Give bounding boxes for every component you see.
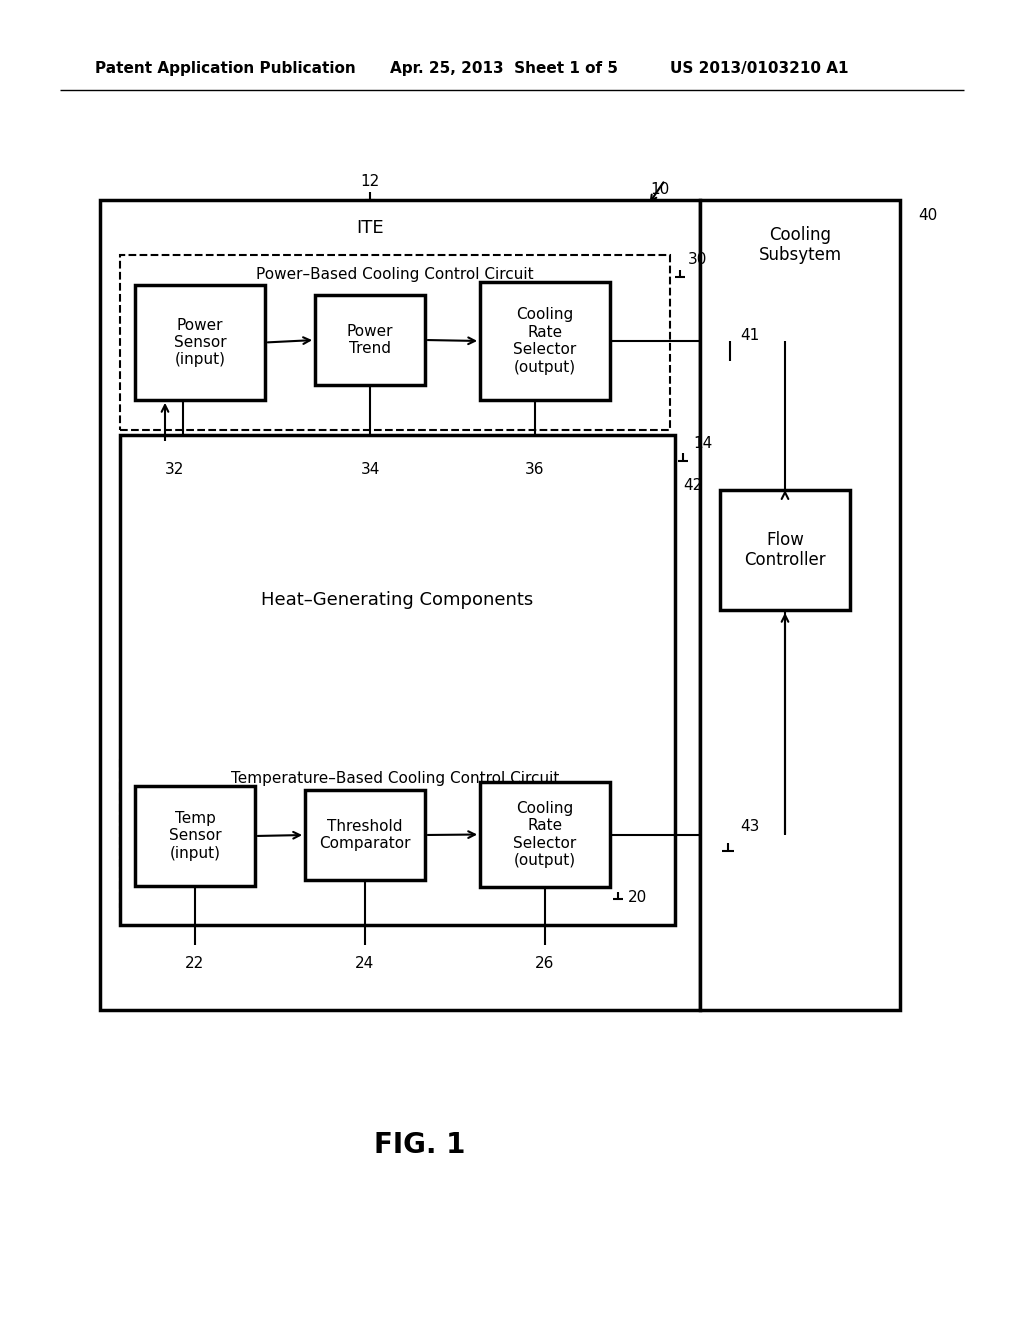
Text: 43: 43: [740, 818, 760, 834]
Text: 14: 14: [693, 436, 713, 450]
Text: 12: 12: [360, 174, 380, 190]
Text: 22: 22: [185, 956, 205, 970]
Text: 41: 41: [740, 329, 759, 343]
Bar: [480, 781, 610, 887]
Text: Power–Based Cooling Control Circuit: Power–Based Cooling Control Circuit: [256, 268, 534, 282]
Text: 34: 34: [360, 462, 380, 478]
Bar: [100, 201, 700, 1010]
Text: 40: 40: [918, 207, 937, 223]
Text: Patent Application Publication: Patent Application Publication: [95, 61, 355, 75]
Text: Power
Trend: Power Trend: [347, 323, 393, 356]
Text: Cooling
Subsytem: Cooling Subsytem: [759, 226, 842, 264]
Bar: [135, 285, 265, 400]
Text: Cooling
Rate
Selector
(output): Cooling Rate Selector (output): [513, 801, 577, 869]
Bar: [305, 789, 425, 880]
Bar: [120, 436, 675, 925]
Bar: [480, 282, 610, 400]
Bar: [700, 201, 900, 1010]
Text: 32: 32: [164, 462, 183, 478]
Text: Threshold
Comparator: Threshold Comparator: [319, 818, 411, 851]
Text: 26: 26: [536, 956, 555, 970]
Text: 20: 20: [628, 890, 647, 904]
Text: US 2013/0103210 A1: US 2013/0103210 A1: [670, 61, 849, 75]
Text: FIG. 1: FIG. 1: [375, 1131, 466, 1159]
Text: Flow
Controller: Flow Controller: [744, 531, 825, 569]
Bar: [120, 255, 670, 430]
Text: Heat–Generating Components: Heat–Generating Components: [261, 591, 534, 609]
Text: 30: 30: [688, 252, 708, 268]
Text: Power
Sensor
(input): Power Sensor (input): [174, 318, 226, 367]
Text: Temperature–Based Cooling Control Circuit: Temperature–Based Cooling Control Circui…: [230, 771, 559, 785]
Bar: [120, 760, 670, 908]
Text: 42: 42: [683, 478, 702, 492]
Text: Temp
Sensor
(input): Temp Sensor (input): [169, 810, 221, 861]
Text: Cooling
Rate
Selector
(output): Cooling Rate Selector (output): [513, 308, 577, 375]
Bar: [720, 490, 850, 610]
Text: 10: 10: [650, 182, 670, 198]
Text: Apr. 25, 2013  Sheet 1 of 5: Apr. 25, 2013 Sheet 1 of 5: [390, 61, 618, 75]
Bar: [135, 785, 255, 886]
Text: 24: 24: [355, 956, 375, 970]
Text: ITE: ITE: [356, 219, 384, 238]
Bar: [315, 294, 425, 385]
Text: 36: 36: [525, 462, 545, 478]
